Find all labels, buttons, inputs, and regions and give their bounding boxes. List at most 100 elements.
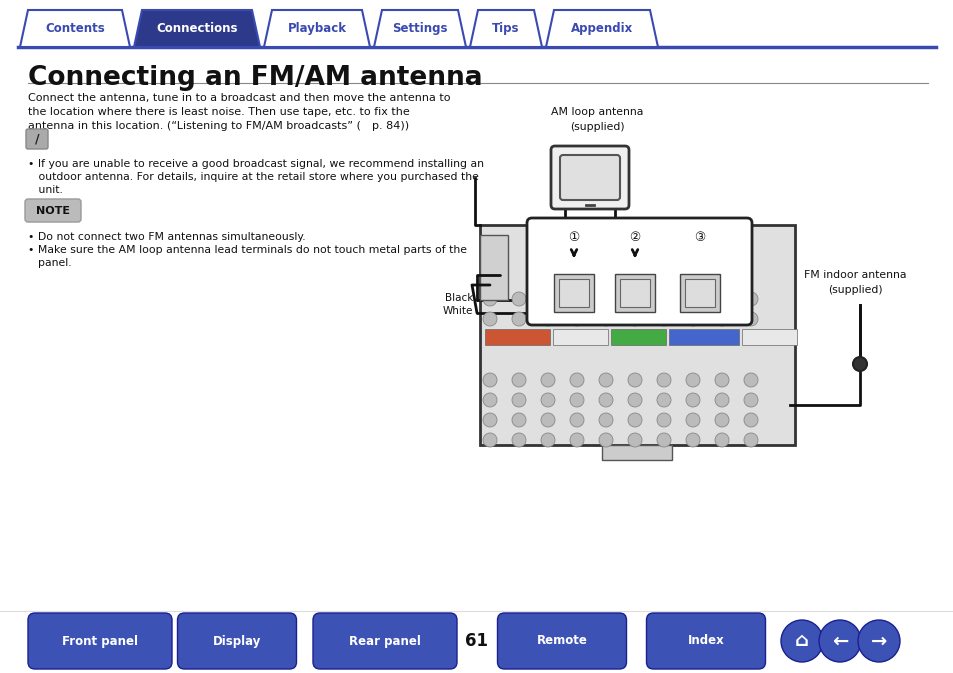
Circle shape <box>482 312 497 326</box>
Bar <box>741 329 796 345</box>
Text: NOTE: NOTE <box>36 205 70 215</box>
Text: AM loop antenna
(supplied): AM loop antenna (supplied) <box>550 107 642 132</box>
FancyBboxPatch shape <box>177 613 296 669</box>
Circle shape <box>482 393 497 407</box>
Bar <box>554 274 594 312</box>
Circle shape <box>714 373 728 387</box>
Circle shape <box>482 433 497 447</box>
Circle shape <box>743 373 758 387</box>
Text: Connect the antenna, tune in to a broadcast and then move the antenna to: Connect the antenna, tune in to a broadc… <box>28 93 450 103</box>
Text: ②: ② <box>629 231 640 244</box>
Circle shape <box>540 312 555 326</box>
Circle shape <box>598 433 613 447</box>
Circle shape <box>569 393 583 407</box>
Text: Connecting an FM/AM antenna: Connecting an FM/AM antenna <box>28 65 482 91</box>
FancyBboxPatch shape <box>28 613 172 669</box>
Bar <box>615 274 655 312</box>
Polygon shape <box>545 10 658 47</box>
Circle shape <box>657 433 670 447</box>
Text: Contents: Contents <box>45 22 105 35</box>
Text: panel.: panel. <box>38 258 71 268</box>
Circle shape <box>540 292 555 306</box>
Circle shape <box>598 312 613 326</box>
Circle shape <box>714 393 728 407</box>
Circle shape <box>598 413 613 427</box>
Circle shape <box>482 373 497 387</box>
Text: ⌂: ⌂ <box>794 631 808 651</box>
Text: outdoor antenna. For details, inquire at the retail store where you purchased th: outdoor antenna. For details, inquire at… <box>28 172 478 182</box>
Circle shape <box>482 413 497 427</box>
Bar <box>619 279 649 307</box>
Bar <box>558 279 588 307</box>
Text: Rear panel: Rear panel <box>349 635 420 647</box>
Circle shape <box>627 433 641 447</box>
Circle shape <box>685 433 700 447</box>
Text: • If you are unable to receive a good broadcast signal, we recommend installing : • If you are unable to receive a good br… <box>28 159 483 169</box>
Circle shape <box>857 620 899 662</box>
Circle shape <box>714 312 728 326</box>
Circle shape <box>852 357 866 371</box>
Circle shape <box>482 292 497 306</box>
Text: Connections: Connections <box>156 22 237 35</box>
Bar <box>668 329 739 345</box>
Text: Appendix: Appendix <box>570 22 633 35</box>
Text: Index: Index <box>687 635 723 647</box>
Text: Playback: Playback <box>287 22 346 35</box>
Circle shape <box>540 413 555 427</box>
Text: Black: Black <box>444 293 473 303</box>
Text: Display: Display <box>213 635 261 647</box>
Circle shape <box>657 292 670 306</box>
Polygon shape <box>264 10 370 47</box>
Circle shape <box>627 373 641 387</box>
Circle shape <box>714 433 728 447</box>
Circle shape <box>512 373 525 387</box>
Circle shape <box>743 312 758 326</box>
Circle shape <box>627 312 641 326</box>
Text: Settings: Settings <box>392 22 447 35</box>
Circle shape <box>627 393 641 407</box>
Circle shape <box>512 433 525 447</box>
Text: Front panel: Front panel <box>62 635 138 647</box>
Circle shape <box>685 393 700 407</box>
Bar <box>601 445 671 460</box>
Text: Tips: Tips <box>492 22 519 35</box>
Circle shape <box>569 312 583 326</box>
Circle shape <box>714 292 728 306</box>
Circle shape <box>685 413 700 427</box>
Circle shape <box>743 413 758 427</box>
Circle shape <box>627 413 641 427</box>
Circle shape <box>743 292 758 306</box>
Polygon shape <box>470 10 541 47</box>
Circle shape <box>540 373 555 387</box>
FancyBboxPatch shape <box>526 218 751 325</box>
Circle shape <box>714 413 728 427</box>
Circle shape <box>743 393 758 407</box>
Bar <box>479 225 794 445</box>
Bar <box>484 329 550 345</box>
FancyBboxPatch shape <box>497 613 626 669</box>
Text: unit.: unit. <box>28 185 63 195</box>
Circle shape <box>512 413 525 427</box>
Circle shape <box>657 393 670 407</box>
Text: Remote: Remote <box>536 635 587 647</box>
Circle shape <box>512 393 525 407</box>
Bar <box>553 329 607 345</box>
Circle shape <box>627 292 641 306</box>
Circle shape <box>743 433 758 447</box>
Circle shape <box>598 373 613 387</box>
Text: the location where there is least noise. Then use tape, etc. to fix the: the location where there is least noise.… <box>28 107 410 117</box>
FancyBboxPatch shape <box>313 613 456 669</box>
Text: • Make sure the AM loop antenna lead terminals do not touch metal parts of the: • Make sure the AM loop antenna lead ter… <box>28 245 467 255</box>
Bar <box>679 274 720 312</box>
Text: antenna in this location. (“Listening to FM/AM broadcasts” ( p. 84)): antenna in this location. (“Listening to… <box>28 121 409 131</box>
Polygon shape <box>374 10 465 47</box>
Circle shape <box>818 620 861 662</box>
Circle shape <box>685 292 700 306</box>
Circle shape <box>540 393 555 407</box>
Bar <box>610 329 665 345</box>
Text: • Do not connect two FM antennas simultaneously.: • Do not connect two FM antennas simulta… <box>28 232 305 242</box>
Circle shape <box>512 292 525 306</box>
FancyBboxPatch shape <box>26 129 48 149</box>
Circle shape <box>781 620 822 662</box>
Bar <box>479 235 507 300</box>
